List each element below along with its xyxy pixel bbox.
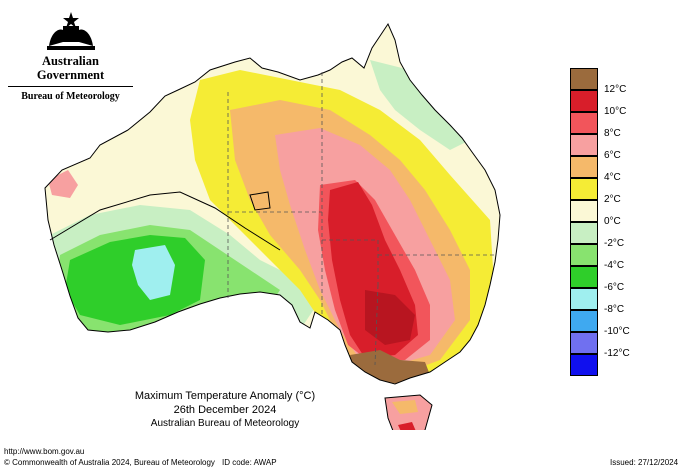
legend-swatch [570, 178, 598, 200]
legend-label: -12°C [604, 348, 630, 359]
legend-label: 12°C [604, 84, 627, 95]
government-logo: Australian Government Bureau of Meteorol… [8, 10, 133, 103]
legend-label: -4°C [604, 260, 625, 271]
legend-swatch [570, 310, 598, 332]
legend-swatch [570, 354, 598, 376]
legend-label: 10°C [604, 106, 627, 117]
legend-label: 8°C [604, 128, 621, 139]
legend-swatch [570, 90, 598, 112]
map-source: Australian Bureau of Meteorology [150, 418, 300, 429]
legend [570, 68, 598, 376]
legend-label: 2°C [604, 194, 621, 205]
legend-swatch [570, 332, 598, 354]
legend-label: -8°C [604, 304, 625, 315]
legend-swatch [570, 244, 598, 266]
map-title: Maximum Temperature Anomaly (°C) [134, 390, 316, 402]
legend-label: 6°C [604, 150, 621, 161]
legend-label: -10°C [604, 326, 630, 337]
footer-url[interactable]: http://www.bom.gov.au [4, 447, 85, 456]
legend-label: 0°C [604, 216, 621, 227]
legend-swatch [570, 156, 598, 178]
map-date: 26th December 2024 [173, 404, 277, 416]
footer-id-code: ID code: AWAP [222, 458, 277, 467]
legend-swatch [570, 288, 598, 310]
footer-copyright: © Commonwealth of Australia 2024, Bureau… [4, 458, 215, 467]
legend-swatch [570, 222, 598, 244]
legend-label: -2°C [604, 238, 625, 249]
legend-label: -6°C [604, 282, 625, 293]
legend-label: 4°C [604, 172, 621, 183]
legend-swatch [570, 134, 598, 156]
map-title-block: Maximum Temperature Anomaly (°C) 26th De… [120, 389, 330, 431]
anomaly-map [44, 22, 501, 430]
legend-swatch [570, 68, 598, 90]
legend-swatch [570, 200, 598, 222]
legend-swatch [570, 112, 598, 134]
legend-swatch [570, 266, 598, 288]
coat-of-arms-icon [46, 12, 95, 50]
footer-issued: Issued: 27/12/2024 [610, 458, 679, 467]
government-name: Australian Government [36, 54, 105, 82]
agency-name: Bureau of Meteorology [8, 86, 133, 103]
